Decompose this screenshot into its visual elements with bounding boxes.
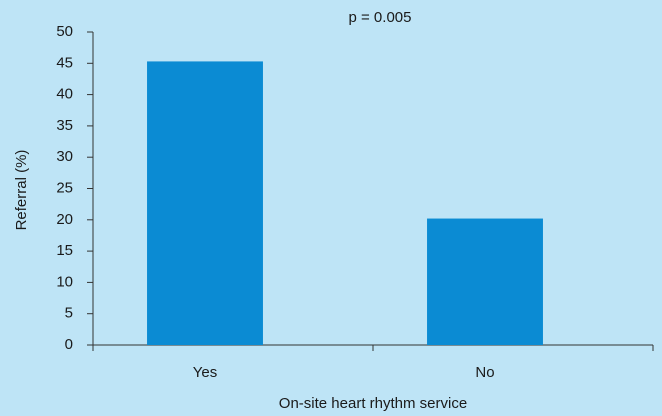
y-tick-label: 0	[65, 336, 73, 353]
y-tick-label: 25	[56, 179, 73, 196]
x-axis-label: On-site heart rhythm service	[279, 395, 467, 412]
x-tick-label: Yes	[193, 364, 217, 381]
y-tick-label: 15	[56, 242, 73, 259]
y-tick-label: 50	[56, 23, 73, 40]
y-tick-label: 10	[56, 273, 73, 290]
y-tick-label: 20	[56, 211, 73, 228]
bar	[427, 218, 543, 345]
bar	[147, 61, 263, 346]
x-tick-label: No	[475, 364, 494, 381]
y-tick-label: 30	[56, 148, 73, 165]
y-axis-label: Referral (%)	[13, 150, 30, 231]
y-tick-label: 40	[56, 86, 73, 103]
y-tick-label: 5	[65, 305, 73, 322]
y-tick-label: 35	[56, 117, 73, 134]
y-tick-label: 45	[56, 54, 73, 71]
annotation: p = 0.005	[349, 9, 412, 26]
